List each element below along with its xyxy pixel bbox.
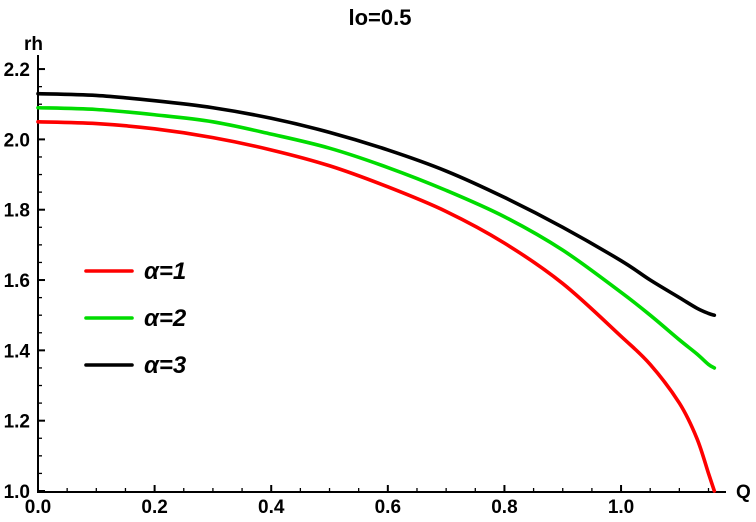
curve-α=1 — [36, 120, 717, 493]
x-tick-label: 0.0 — [25, 497, 51, 518]
curve-α=2 — [36, 105, 717, 370]
curves — [36, 91, 717, 493]
x-tick-label: 0.6 — [375, 497, 401, 518]
legend-label-α=3: α=3 — [144, 352, 187, 379]
legend-label-α=1: α=1 — [144, 258, 186, 285]
x-tick-label: 0.4 — [258, 497, 285, 518]
y-axis-label: rh — [24, 34, 43, 55]
y-tick-label: 1.2 — [4, 412, 30, 433]
y-tick-label: 1.6 — [4, 271, 30, 292]
x-axis-label: Q — [736, 482, 751, 503]
y-tick-label: 2.0 — [4, 130, 30, 151]
y-tick-label: 2.2 — [4, 60, 30, 81]
y-tick-label: 1.8 — [4, 201, 30, 222]
x-tick-label: 0.2 — [141, 497, 167, 518]
y-tick-label: 1.4 — [4, 341, 31, 362]
x-tick-label: 1.0 — [608, 497, 634, 518]
plot-title: lo=0.5 — [349, 5, 412, 30]
axes — [37, 55, 726, 493]
legend: α=1 α=2 α=3 — [84, 258, 187, 379]
legend-label-α=2: α=2 — [144, 305, 187, 332]
tick-marks: 0.0 0.2 0.4 0.6 0.8 1.0 1.0 1.2 1.4 1.6 1.8 2.0 2.2 — [4, 60, 710, 518]
y-tick-label: 1.0 — [4, 482, 30, 503]
curve-α=3 — [36, 91, 717, 317]
x-tick-label: 0.8 — [491, 497, 517, 518]
